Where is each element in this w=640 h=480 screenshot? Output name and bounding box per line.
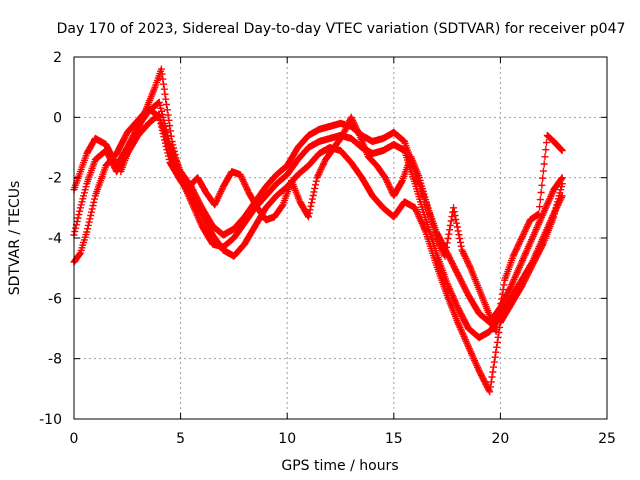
x-tick-label: 25 xyxy=(598,431,616,447)
series-markers xyxy=(70,98,566,326)
series-markers xyxy=(70,104,566,396)
series-track-a xyxy=(70,98,566,326)
x-tick-label: 0 xyxy=(70,431,79,447)
ticks xyxy=(73,56,608,420)
data-layer xyxy=(70,65,566,396)
y-tick-label: -6 xyxy=(48,291,62,307)
y-tick-label: 0 xyxy=(53,110,62,126)
y-tick-label: -8 xyxy=(48,352,62,368)
chart-title: Day 170 of 2023, Sidereal Day-to-day VTE… xyxy=(57,21,626,37)
series-track-d xyxy=(117,65,566,335)
x-axis-label: GPS time / hours xyxy=(281,458,398,474)
tick-labels: 0 5 10 15 20 25 -10 -8 -6 -4 -2 0 2 xyxy=(39,50,616,447)
y-tick-label: -2 xyxy=(48,171,62,187)
y-tick-label: -4 xyxy=(48,231,62,247)
grid xyxy=(74,57,607,419)
x-tick-label: 10 xyxy=(278,431,296,447)
series-track-c xyxy=(70,104,566,396)
x-tick-label: 5 xyxy=(176,431,185,447)
series-markers xyxy=(70,110,566,342)
series-markers xyxy=(117,65,566,335)
x-tick-label: 15 xyxy=(385,431,403,447)
x-tick-label: 20 xyxy=(491,431,509,447)
series-track-b xyxy=(70,110,566,342)
y-tick-label: -10 xyxy=(39,412,62,428)
y-tick-label: 2 xyxy=(53,50,62,66)
y-axis-label: SDTVAR / TECUs xyxy=(7,181,23,296)
